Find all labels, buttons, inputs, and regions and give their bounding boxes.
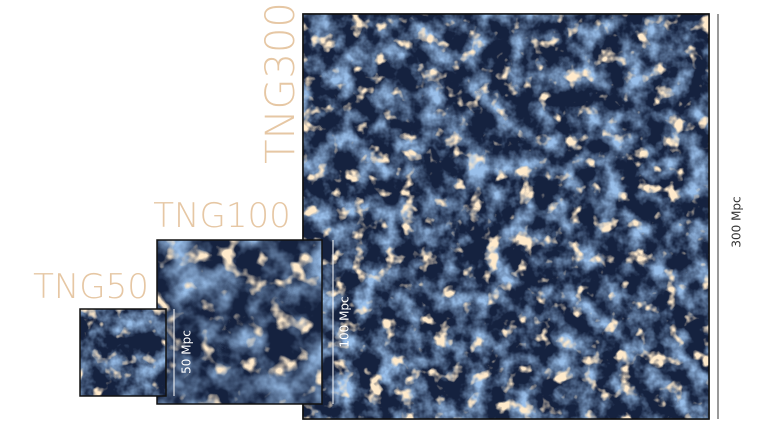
- halos: [303, 14, 709, 419]
- tng50-panel: 50 Mpc TNG50: [33, 267, 194, 397]
- frame: [302, 13, 710, 420]
- scale-label: 100 Mpc: [338, 296, 352, 347]
- halos: [80, 309, 166, 396]
- halos: [157, 240, 322, 404]
- tng300-panel: 300 Mpc TNG300: [258, 2, 744, 420]
- frame: [79, 308, 167, 397]
- panel-title: TNG50: [33, 267, 149, 307]
- tng100-panel: 100 Mpc TNG100: [153, 196, 352, 405]
- panel-title: TNG100: [153, 196, 290, 236]
- scale-label: 300 Mpc: [730, 196, 744, 247]
- panel-title: TNG300: [258, 2, 304, 164]
- scale-label: 50 Mpc: [180, 330, 194, 374]
